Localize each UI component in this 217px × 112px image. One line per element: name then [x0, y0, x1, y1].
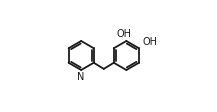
Text: OH: OH [142, 37, 157, 46]
Text: OH: OH [117, 28, 132, 38]
Text: N: N [77, 71, 85, 81]
